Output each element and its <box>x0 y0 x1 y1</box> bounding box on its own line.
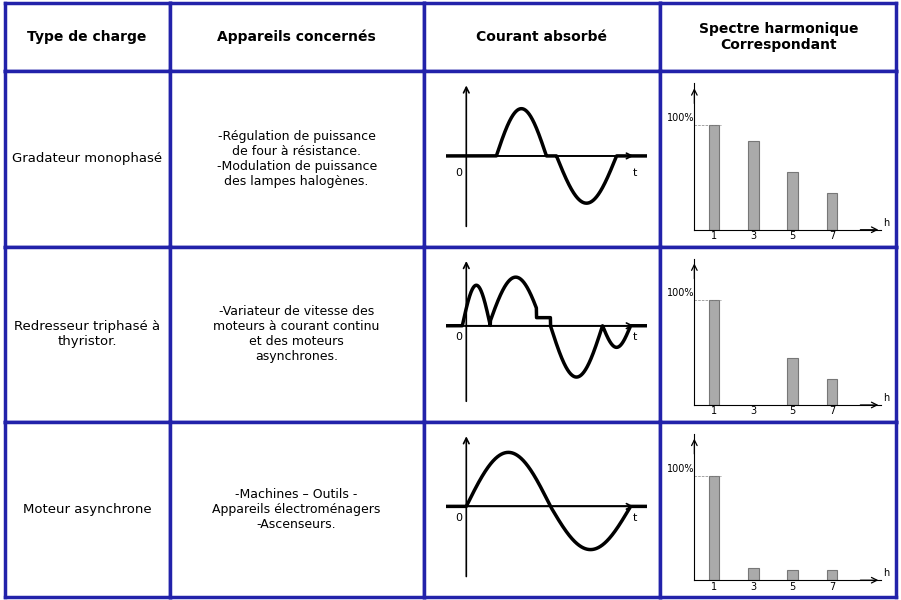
Text: Courant absorbé: Courant absorbé <box>477 30 607 44</box>
Text: 100%: 100% <box>667 464 695 473</box>
Text: 0: 0 <box>455 168 462 178</box>
Text: -Régulation de puissance
de four à résistance.
-Modulation de puissance
des lamp: -Régulation de puissance de four à résis… <box>216 130 377 188</box>
Text: h: h <box>883 568 889 578</box>
Text: 0: 0 <box>455 332 462 342</box>
Text: h: h <box>883 393 889 403</box>
Text: t: t <box>633 332 637 342</box>
Bar <box>708 301 719 405</box>
Text: Appareils concernés: Appareils concernés <box>217 30 376 44</box>
Text: -Variateur de vitesse des
moteurs à courant continu
et des moteurs
asynchrones.: -Variateur de vitesse des moteurs à cour… <box>214 305 380 363</box>
Text: 0: 0 <box>455 513 462 523</box>
Bar <box>787 358 798 405</box>
Text: -Machines – Outils -
Appareils électroménagers
-Ascenseurs.: -Machines – Outils - Appareils électromé… <box>213 488 381 531</box>
Bar <box>787 172 798 230</box>
Bar <box>708 476 719 580</box>
Text: Spectre harmonique
Correspondant: Spectre harmonique Correspondant <box>698 22 858 52</box>
Text: Moteur asynchrone: Moteur asynchrone <box>23 503 151 516</box>
Text: t: t <box>633 168 637 178</box>
Bar <box>826 193 837 230</box>
Text: Type de charge: Type de charge <box>27 30 147 44</box>
Text: Gradateur monophasé: Gradateur monophasé <box>12 152 162 166</box>
Bar <box>708 125 719 230</box>
Bar <box>748 141 759 230</box>
Bar <box>787 570 798 580</box>
Text: t: t <box>633 513 637 523</box>
Bar <box>826 570 837 580</box>
Text: Redresseur triphasé à
thyristor.: Redresseur triphasé à thyristor. <box>14 320 160 348</box>
Bar <box>826 379 837 405</box>
Text: 100%: 100% <box>667 288 695 298</box>
Bar <box>748 568 759 580</box>
Text: h: h <box>883 218 889 227</box>
Text: 100%: 100% <box>667 113 695 123</box>
